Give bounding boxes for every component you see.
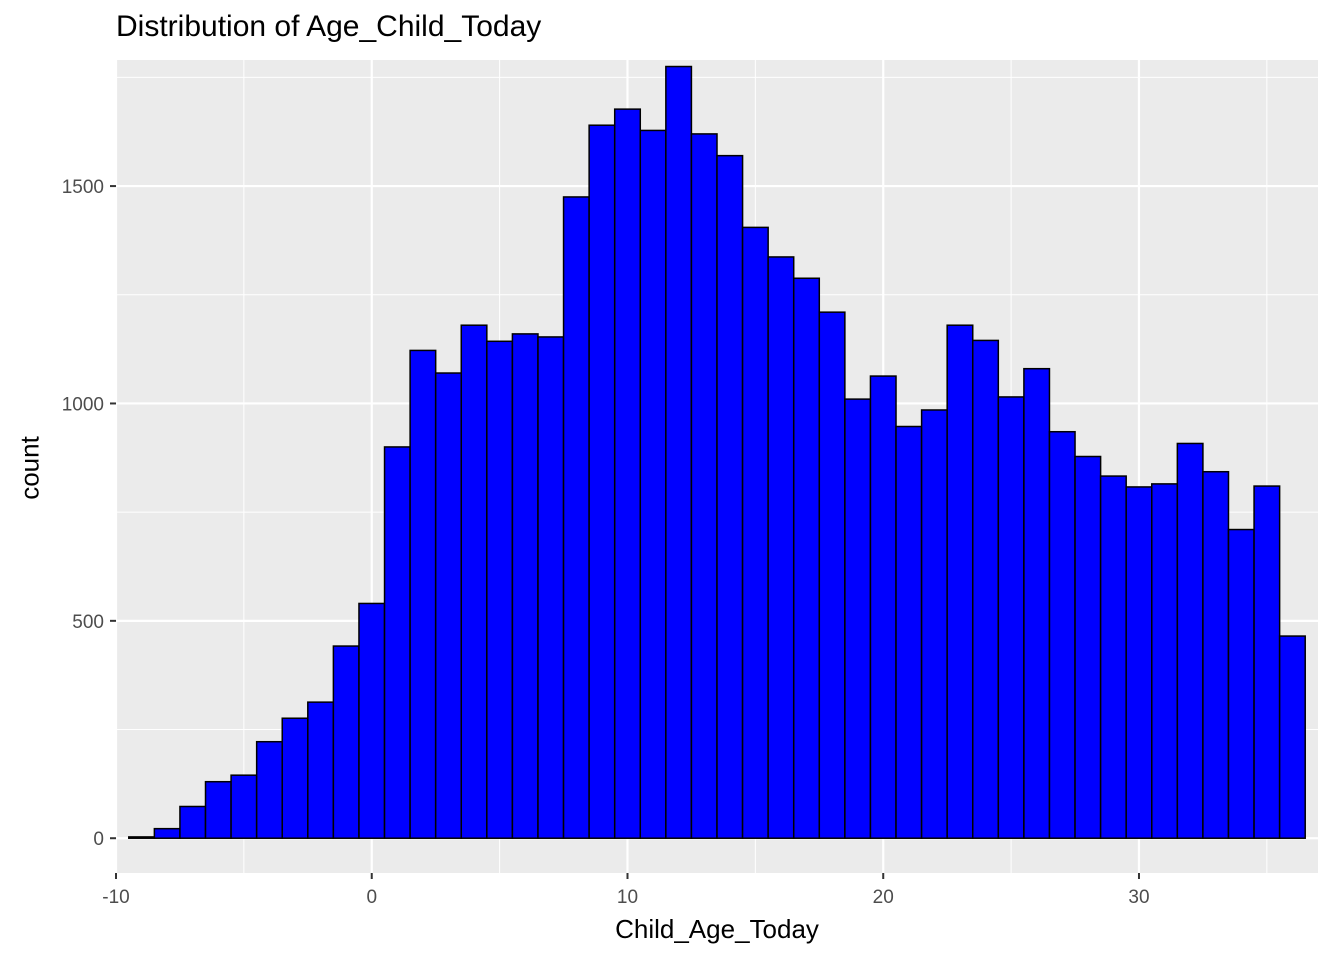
histogram-bar [1278, 635, 1306, 839]
histogram-bar [1202, 470, 1230, 839]
histogram-bar [409, 349, 437, 839]
histogram-bar [383, 446, 411, 839]
histogram-bar [460, 324, 488, 839]
histogram-bar [818, 311, 846, 839]
histogram-bar [537, 336, 565, 839]
histogram-bar [613, 108, 642, 839]
histogram-bar [255, 740, 283, 839]
histogram-bar [920, 409, 948, 839]
histogram-bar [307, 701, 335, 839]
histogram-bar [153, 827, 181, 839]
histogram-bar [792, 277, 821, 839]
x-tick-label: 10 [617, 887, 638, 908]
y-axis-ticks: 0 500 1000 1500 [62, 177, 116, 850]
y-tick-label: 500 [72, 612, 104, 633]
histogram-bar [1253, 485, 1281, 839]
chart-title: Distribution of Age_Child_Today [116, 10, 542, 43]
histogram-bar [332, 645, 360, 839]
histogram-bar [204, 780, 232, 839]
x-tick-label: 20 [873, 887, 894, 908]
y-axis-label: count [14, 436, 45, 500]
histogram-bar [1074, 455, 1102, 839]
histogram-bar [562, 196, 590, 839]
histogram-bar [869, 375, 897, 839]
histogram-bar [844, 398, 872, 839]
histogram-bar [1048, 430, 1076, 839]
x-axis-ticks: -10 0 10 20 30 [102, 873, 1150, 908]
x-axis-label: Child_Age_Today [615, 914, 819, 944]
histogram-bar [1176, 442, 1204, 839]
histogram-bar [741, 226, 769, 839]
histogram-bar [639, 129, 667, 839]
histogram-bar [1099, 475, 1127, 839]
histogram-bar [1125, 486, 1153, 839]
histogram-bar [511, 333, 539, 839]
histogram-bar [358, 602, 386, 839]
histogram-bar [767, 256, 795, 839]
x-tick-label: 30 [1128, 887, 1149, 908]
histogram-bar [895, 425, 923, 839]
histogram-bar [690, 133, 718, 839]
x-tick-label: 0 [366, 887, 377, 908]
histogram-bar [1151, 483, 1179, 839]
histogram-bars [128, 65, 1306, 839]
histogram-bar [128, 836, 156, 839]
x-tick-label: -10 [102, 887, 129, 908]
histogram-bar [1227, 528, 1255, 839]
histogram-bar [665, 65, 693, 839]
histogram-bar [281, 717, 309, 839]
histogram-bar [946, 324, 974, 839]
y-tick-label: 1500 [62, 177, 104, 198]
histogram-bar [588, 124, 616, 839]
histogram-bar [971, 339, 1000, 839]
histogram-bar [1023, 367, 1051, 839]
histogram-bar [179, 805, 207, 839]
y-tick-label: 0 [93, 829, 104, 850]
histogram-bar [997, 396, 1025, 839]
y-tick-label: 1000 [62, 394, 104, 415]
histogram-bar [230, 774, 258, 839]
histogram-bar [434, 372, 463, 839]
histogram-bar [716, 154, 744, 839]
histogram-bar [486, 340, 514, 839]
